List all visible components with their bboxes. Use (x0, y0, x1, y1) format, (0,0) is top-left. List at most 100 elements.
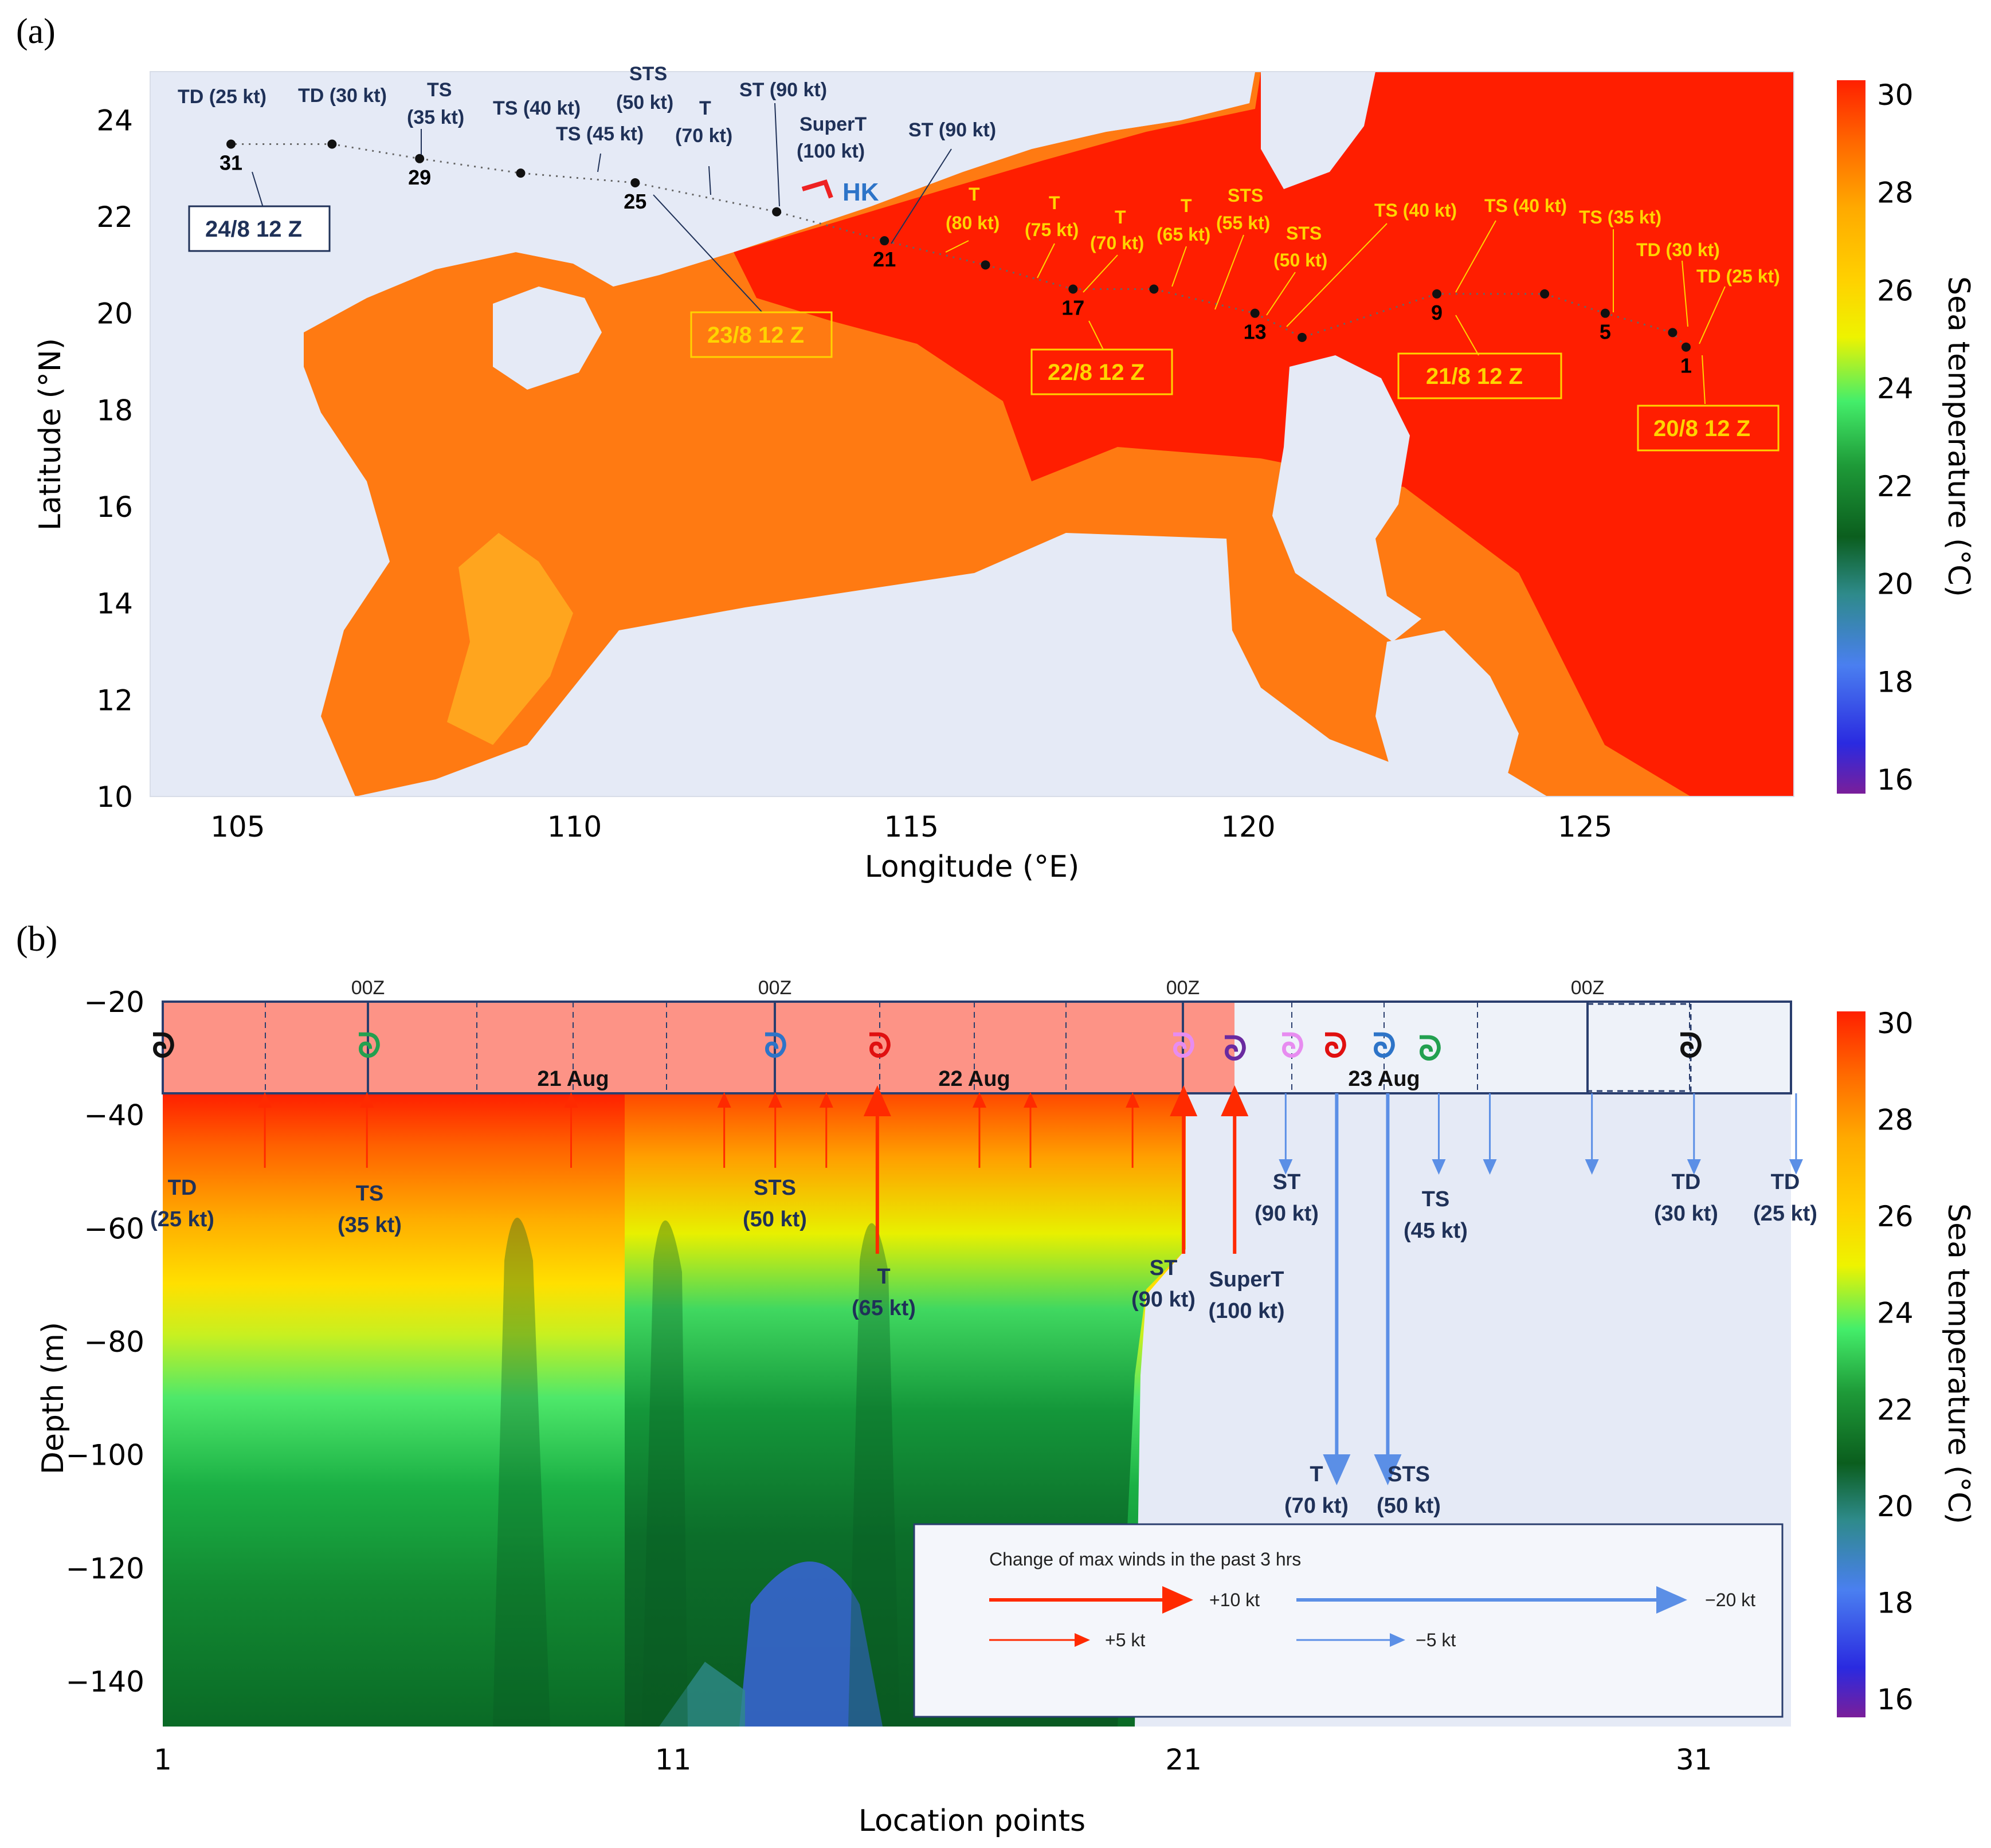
label-td30: TD (30 kt) (298, 85, 387, 107)
colorbar-b-ticks: 16 18 20 22 24 26 28 30 (1877, 1007, 1914, 1716)
x-tick-label: 120 (1221, 810, 1275, 843)
date-box-21-label: 21/8 12 Z (1426, 364, 1523, 389)
label-ts35-b: TS (35 kt) (1579, 207, 1661, 227)
track-point (630, 178, 640, 187)
day-label-23: 23 Aug (1348, 1067, 1420, 1091)
label-ts45: TS (45 kt) (556, 123, 644, 145)
wind-change-arrows (258, 1085, 1803, 1485)
x-tick-label: 1 (154, 1743, 172, 1776)
track-point (1068, 284, 1078, 294)
x-tick-label: 115 (884, 810, 938, 843)
x-tick-label: 105 (210, 810, 265, 843)
y-tick-label: −60 (84, 1212, 144, 1245)
leader-lines-navy (252, 103, 952, 313)
b-label-st90-b: (90 kt) (1255, 1202, 1319, 1226)
panel-a-y-axis-title: Latitude (°N) (33, 338, 68, 531)
typhoon-symbol-icon: ᘐ (868, 1026, 892, 1065)
timeline-00z-lines (367, 1002, 1589, 1093)
y-tick-label: 12 (96, 684, 133, 717)
label-supert: SuperT (799, 113, 867, 135)
y-tick-label: −100 (66, 1439, 144, 1472)
b-label-td25-b: (25 kt) (1753, 1202, 1817, 1226)
date-box-22 (1030, 348, 1173, 395)
colorbar-b-label: Sea temperature (°C) (1941, 1203, 1976, 1524)
colorbar-tick-label: 16 (1877, 763, 1914, 797)
legend-plus10: +10 kt (1209, 1590, 1260, 1610)
label-t75: (75 kt) (1025, 219, 1079, 240)
legend-minus20: −20 kt (1705, 1590, 1755, 1610)
date-box-22-label: 22/8 12 Z (1048, 360, 1145, 385)
colorbar-tick-label: 28 (1877, 1104, 1914, 1137)
colorbar-tick-label: 24 (1877, 1297, 1914, 1330)
y-tick-label: 22 (96, 201, 133, 234)
track-point-number: 29 (408, 166, 431, 189)
label-st90-a: ST (90 kt) (739, 79, 827, 101)
y-tick-label: 10 (96, 780, 133, 814)
colorbar-b (1837, 1011, 1865, 1717)
track-point (1297, 332, 1307, 342)
panel-b-intensity-labels: TD (25 kt) TS (35 kt) STS (50 kt) T (65 … (150, 1170, 1817, 1518)
typhoon-symbol-icon: ᘐ (152, 1026, 175, 1065)
track-point-number: 1 (1680, 354, 1692, 378)
panel-b: 00Z 00Z 00Z 00Z 21 Aug 22 Aug 23 Aug ᘐ ᘐ… (36, 977, 1976, 1838)
land-luzon (1272, 355, 1421, 642)
panel-b-y-ticks: −20 −40 −60 −80 −100 −120 −140 (66, 986, 144, 1698)
00z-label-1: 00Z (351, 977, 385, 999)
y-tick-label: 18 (96, 394, 133, 427)
track-point-number: 17 (1061, 296, 1084, 320)
label-t70b-a: T (1115, 207, 1126, 227)
b-label-sts-b: STS (1388, 1462, 1430, 1486)
legend-minus5: −5 kt (1416, 1630, 1456, 1650)
day-label-21: 21 Aug (537, 1067, 609, 1091)
colorbar-tick-label: 18 (1877, 1586, 1914, 1619)
label-supert100: (100 kt) (797, 140, 865, 162)
typhoon-symbol-icon: ᘐ (1418, 1029, 1442, 1068)
colorbar-tick-label: 18 (1877, 665, 1914, 699)
b-label-supert: SuperT (1209, 1268, 1284, 1292)
label-sts55-a: STS (1228, 185, 1263, 206)
typhoon-symbols: ᘐ ᘐ ᘐ ᘐ ᘐ ᘐ ᘐ ᘐ ᘐ ᘐ ᘐ (152, 1026, 1703, 1068)
x-tick-label: 125 (1558, 810, 1612, 843)
typhoon-symbol-icon: ᘐ (1373, 1026, 1396, 1065)
colorbar-a (1837, 80, 1865, 794)
label-t80-a: T (969, 184, 980, 205)
label-sts50: (50 kt) (616, 92, 673, 113)
land-china-coast (150, 72, 1255, 332)
colorbar-tick-label: 28 (1877, 176, 1914, 210)
b-label-td30: (30 kt) (1654, 1202, 1718, 1226)
y-tick-label: 24 (96, 104, 133, 137)
track-point (415, 154, 425, 163)
b-label-td-c: TD (1771, 1170, 1800, 1194)
depth-field-blue-core (739, 1561, 883, 1727)
sst-field-warm-coast (447, 533, 573, 745)
track-point (1668, 328, 1678, 338)
colorbar-tick-label: 20 (1877, 1490, 1914, 1523)
track-point (1540, 289, 1550, 299)
typhoon-symbol-icon: ᘐ (1324, 1026, 1347, 1065)
date-box-21 (1397, 352, 1562, 399)
date-box-24-label: 24/8 12 Z (205, 217, 302, 242)
label-td30-b: TD (30 kt) (1636, 240, 1720, 260)
colorbar-tick-label: 26 (1877, 274, 1914, 307)
label-sts50b-a: STS (1286, 223, 1322, 244)
colorbar-tick-label: 20 (1877, 568, 1914, 601)
track-point-number: 9 (1431, 301, 1443, 324)
typhoon-symbol-icon: ᘐ (358, 1026, 381, 1065)
label-ts40-c: TS (40 kt) (1484, 195, 1567, 216)
x-tick-label: 11 (655, 1743, 692, 1776)
b-label-td25: (25 kt) (150, 1207, 214, 1231)
label-t70b: (70 kt) (1090, 233, 1144, 253)
label-sts55: (55 kt) (1216, 213, 1270, 233)
legend-title: Change of max winds in the past 3 hrs (989, 1549, 1301, 1570)
track-point-number: 13 (1244, 320, 1267, 344)
typhoon-symbol-icon: ᘐ (1224, 1029, 1247, 1068)
panel-b-x-ticks: 1 11 21 31 (154, 1743, 1712, 1776)
track-point (327, 139, 337, 149)
typhoon-symbol-icon: ᘐ (1172, 1026, 1196, 1065)
b-label-t65: (65 kt) (852, 1296, 916, 1320)
panel-a-frame (150, 71, 1794, 797)
track-point (1600, 308, 1610, 318)
panel-a-x-axis-title: Longitude (°E) (865, 850, 1080, 884)
b-label-supert100: (100 kt) (1208, 1299, 1284, 1323)
label-t75-a: T (1049, 193, 1060, 213)
